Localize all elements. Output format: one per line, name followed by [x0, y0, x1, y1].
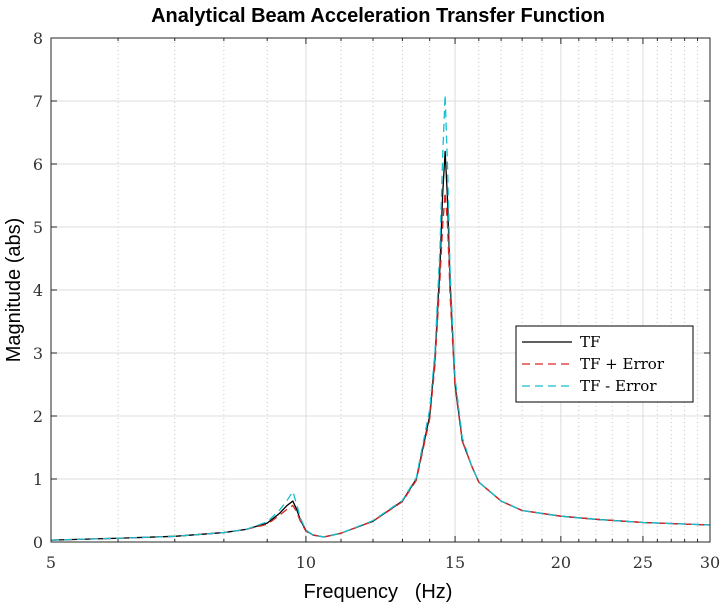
y-tick-label: 8 [33, 29, 43, 48]
legend-label-3: TF - Error [580, 377, 657, 395]
x-axis-label: Frequency (Hz) [304, 581, 453, 603]
legend-box [515, 325, 694, 403]
grid-layer [50, 37, 711, 543]
x-tick-label: 15 [445, 553, 465, 572]
y-tick-label: 4 [33, 281, 43, 300]
chart-title: Analytical Beam Acceleration Transfer Fu… [151, 5, 605, 27]
y-tick-label: 0 [33, 533, 43, 552]
y-tick-label: 3 [33, 344, 43, 363]
legend: TF TF + Error TF - Error [515, 325, 694, 403]
y-tick-label: 6 [33, 155, 43, 174]
legend-items: TF TF + Error TF - Error [522, 333, 665, 395]
x-tick-label: 25 [633, 553, 653, 572]
x-tick-label: 10 [296, 553, 316, 572]
axes-layer [50, 37, 711, 543]
series-layer [50, 94, 711, 541]
series-line-2 [50, 191, 711, 541]
x-tick-label: 20 [551, 553, 571, 572]
y-axis-label: Magnitude (abs) [3, 218, 25, 363]
y-tick-label: 1 [33, 470, 43, 489]
series-line-3 [50, 94, 711, 541]
tick-label-layer: 5 10 15 20 25 30 0 1 2 3 4 5 6 7 8 [33, 29, 720, 572]
y-tick-label: 5 [33, 218, 43, 237]
legend-label-2: TF + Error [580, 355, 665, 373]
x-tick-label: 30 [700, 553, 720, 572]
x-tick-label: 5 [46, 553, 56, 572]
y-tick-label: 7 [33, 92, 43, 111]
y-tick-label: 2 [33, 407, 43, 426]
legend-label-1: TF [580, 333, 600, 351]
